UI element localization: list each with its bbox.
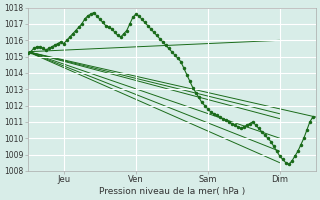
X-axis label: Pression niveau de la mer( hPa ): Pression niveau de la mer( hPa ) (99, 187, 245, 196)
